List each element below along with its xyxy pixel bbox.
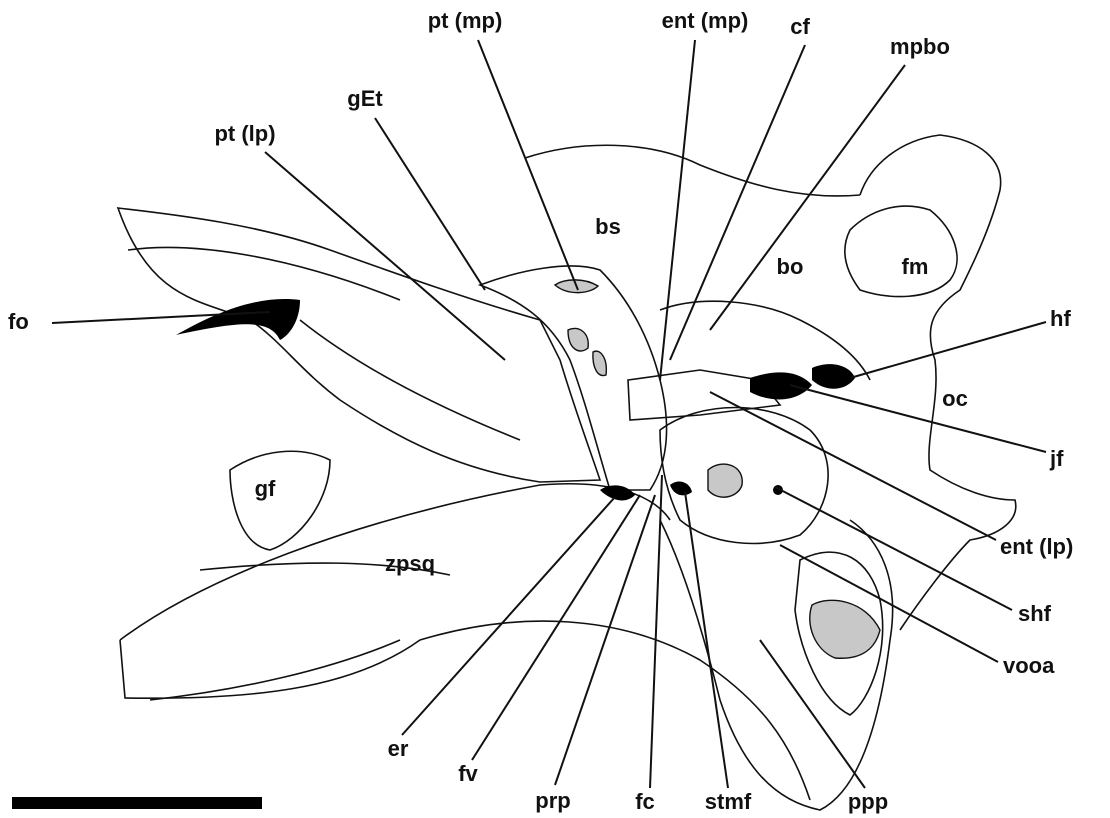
label: fm — [902, 254, 929, 279]
skull-outline — [118, 135, 1016, 810]
label: er — [388, 736, 409, 761]
label: fc — [635, 789, 655, 814]
foramina — [176, 299, 855, 500]
diagram: pt (mp) ent (mp) cf mpbo gEt pt (lp) bs … — [0, 0, 1110, 818]
label: vooa — [1003, 653, 1055, 678]
scale-bar — [12, 797, 262, 809]
label: cf — [790, 14, 810, 39]
label: ent (lp) — [1000, 534, 1073, 559]
label: pt (lp) — [214, 121, 275, 146]
label: gf — [255, 476, 276, 501]
label: oc — [942, 386, 968, 411]
label: gEt — [347, 86, 383, 111]
label: bo — [777, 254, 804, 279]
label: fo — [8, 309, 29, 334]
label: mpbo — [890, 34, 950, 59]
label: zpsq — [385, 551, 435, 576]
label: pt (mp) — [428, 8, 503, 33]
label: prp — [535, 788, 570, 813]
label: ent (mp) — [662, 8, 749, 33]
label: hf — [1050, 306, 1071, 331]
label: bs — [595, 214, 621, 239]
label: fv — [458, 761, 478, 786]
labels: pt (mp) ent (mp) cf mpbo gEt pt (lp) bs … — [8, 8, 1073, 814]
label: jf — [1049, 446, 1064, 471]
label: ppp — [848, 789, 888, 814]
label: shf — [1018, 601, 1052, 626]
label: stmf — [705, 789, 752, 814]
